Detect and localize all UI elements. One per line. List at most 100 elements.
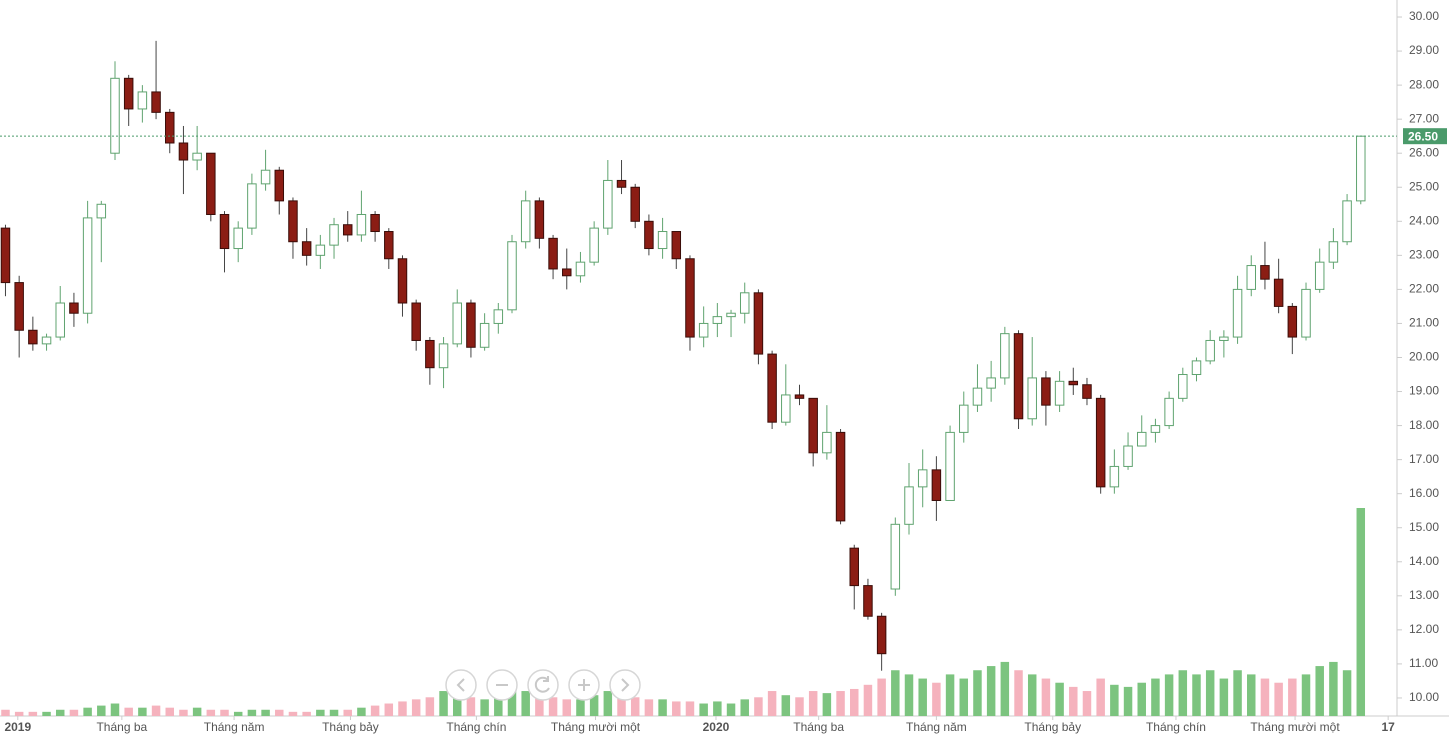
candle-body	[479, 322, 490, 348]
volume-bar	[850, 688, 859, 716]
volume-bar	[138, 707, 147, 716]
volume-bar	[630, 697, 640, 716]
volume-bar	[1027, 674, 1037, 716]
candle-body	[384, 231, 394, 260]
y-tick-label: 12.00	[1409, 622, 1439, 636]
candle-body	[288, 200, 298, 243]
candle-body	[219, 213, 230, 250]
candle-body	[904, 486, 914, 525]
candle-body	[0, 227, 11, 284]
volume-bar	[1082, 691, 1092, 716]
candle-body	[1205, 339, 1215, 362]
volume-bar	[1315, 666, 1324, 716]
candle-body	[1136, 431, 1147, 447]
volume-bar	[740, 699, 749, 716]
volume-bar	[1164, 674, 1174, 716]
y-tick-label: 10.00	[1409, 690, 1439, 704]
zoom-out-button[interactable]	[486, 669, 518, 701]
volume-bar	[302, 711, 311, 716]
volume-bar	[1123, 686, 1133, 716]
volume-bar	[1041, 678, 1051, 716]
volume-bar	[1, 709, 10, 716]
candle-body	[863, 585, 873, 617]
volume-bar	[179, 709, 188, 716]
volume-bar	[1096, 678, 1105, 716]
volume-bar	[1055, 682, 1064, 716]
candle-body	[575, 261, 586, 277]
x-tick-label: Tháng bảy	[322, 720, 379, 734]
volume-bar	[261, 709, 270, 716]
candle-body	[1342, 200, 1352, 243]
candle-body	[698, 322, 709, 338]
candle-body	[1013, 333, 1024, 420]
candle-body	[260, 169, 271, 185]
volume-bar	[973, 670, 982, 716]
y-tick-label: 17.00	[1409, 452, 1439, 466]
y-tick-label: 11.00	[1409, 656, 1438, 670]
candle-body	[493, 309, 504, 324]
candle-body	[1068, 380, 1079, 386]
volume-bar	[562, 699, 572, 716]
scroll-right-button[interactable]	[609, 669, 641, 701]
candle-body	[945, 431, 955, 501]
volume-bar	[1342, 670, 1352, 716]
candle-body	[520, 200, 531, 243]
volume-bar	[233, 711, 243, 716]
candle-body	[1082, 384, 1092, 399]
volume-bar	[97, 705, 106, 716]
volume-bar	[42, 711, 51, 716]
y-tick-label: 21.00	[1409, 316, 1439, 330]
last-price-box	[1403, 128, 1447, 145]
candle-body	[1027, 377, 1037, 420]
volume-bar	[1069, 686, 1078, 716]
volume-bar	[1014, 670, 1023, 716]
zoom-in-button[interactable]	[568, 669, 600, 701]
x-tick-label: 2019	[4, 720, 31, 734]
candle-body	[411, 302, 421, 341]
volume-bar	[672, 701, 681, 716]
candle-body	[356, 213, 367, 236]
candle-body	[835, 431, 846, 522]
candle-body	[452, 302, 462, 345]
volume-bar	[398, 701, 407, 716]
volume-bar	[986, 666, 996, 716]
x-tick-label: Tháng năm	[204, 720, 265, 734]
volume-bar	[14, 711, 24, 716]
volume-bar	[808, 691, 818, 716]
volume-bar	[1151, 678, 1160, 716]
candle-body	[123, 77, 134, 110]
candle-body	[274, 169, 285, 202]
volume-bar	[411, 699, 421, 716]
candle-body	[247, 183, 257, 229]
x-tick-label: Tháng bảy	[1024, 720, 1081, 734]
candle-body	[603, 179, 613, 229]
last-price-label: 26.50	[1408, 129, 1438, 143]
volume-bar	[904, 674, 914, 716]
candle-body	[206, 152, 216, 215]
volume-bar	[918, 678, 927, 716]
x-tick-label: Tháng ba	[96, 720, 147, 734]
volume-bar	[452, 695, 462, 716]
volume-bar	[69, 709, 79, 716]
y-tick-label: 29.00	[1409, 43, 1439, 57]
candle-body	[589, 227, 599, 263]
candle-body	[192, 152, 202, 161]
y-tick-label: 26.00	[1409, 145, 1439, 159]
scroll-left-button[interactable]	[445, 669, 477, 701]
volume-bar	[685, 701, 695, 716]
candle-body	[110, 77, 120, 154]
volume-bar	[521, 691, 530, 716]
volume-bar	[548, 697, 558, 716]
volume-bar	[329, 709, 339, 716]
candle-body	[1287, 305, 1298, 338]
volume-bar	[945, 674, 955, 716]
reset-button[interactable]	[527, 669, 559, 701]
volume-bar	[357, 707, 366, 716]
volume-bar	[1247, 674, 1256, 716]
volume-bar	[28, 711, 38, 716]
candle-body	[767, 353, 777, 423]
candle-body	[794, 394, 805, 399]
candle-body	[466, 302, 476, 348]
x-tick-label: 17	[1381, 720, 1395, 734]
